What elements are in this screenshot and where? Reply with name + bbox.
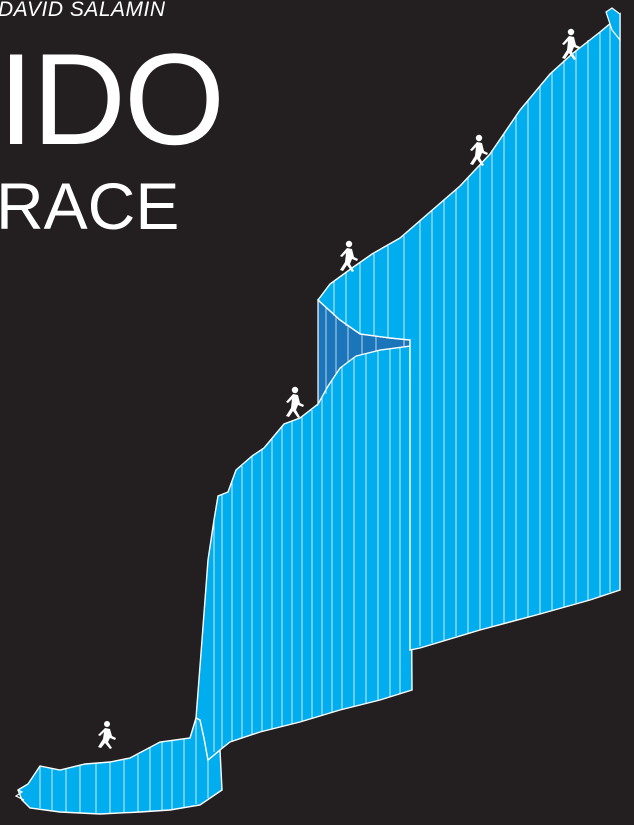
climb-front-face [195,345,413,762]
summit-section [317,7,621,651]
runner-icon [286,386,304,418]
runner-icon [98,721,116,749]
author-credit: DAVID SALAMIN [0,0,166,21]
race-title: IDO [0,26,225,172]
runner-figures [98,28,580,749]
valley-section [14,717,223,815]
valley-front-face [17,717,223,815]
runner-icon [470,134,488,166]
runner-icon [340,240,358,272]
climb-hatch [213,347,401,752]
runner-icon [562,28,580,60]
valley-hatch [39,720,209,814]
climb-section [195,345,413,762]
summit-hatch [333,24,611,646]
race-subtitle: RACE [0,169,180,243]
